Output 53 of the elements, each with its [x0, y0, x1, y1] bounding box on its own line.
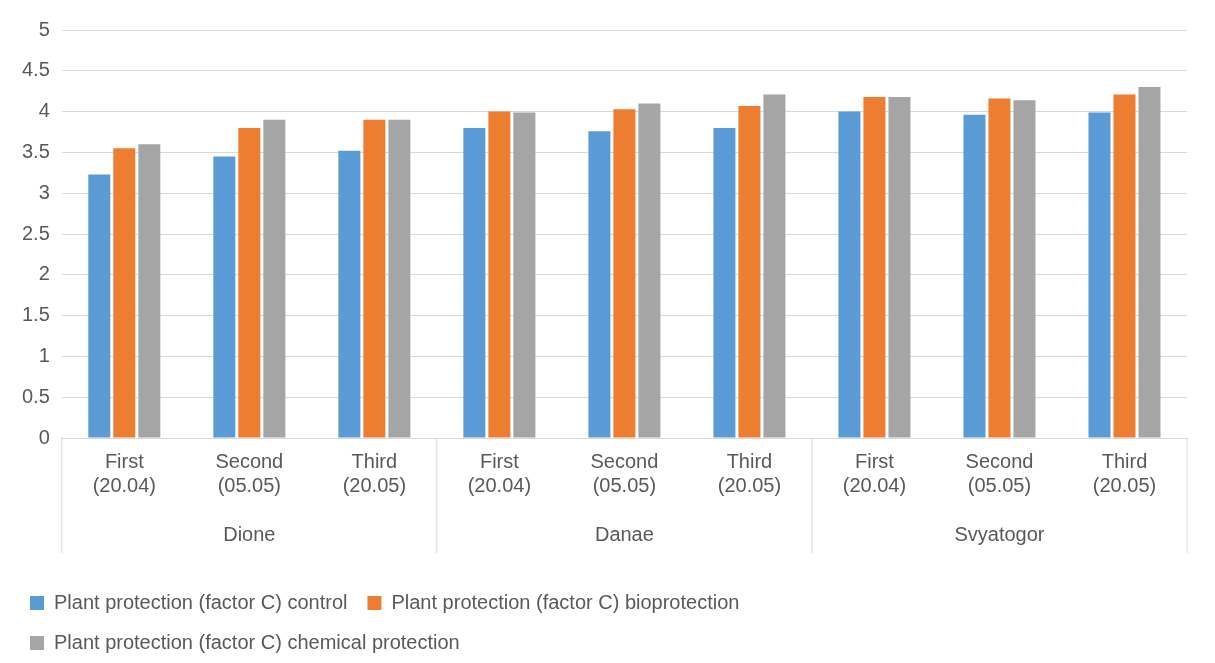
y-tick-label: 0	[38, 425, 50, 448]
bar	[263, 119, 286, 438]
bar	[963, 114, 986, 438]
bar	[738, 105, 761, 438]
bar	[513, 112, 536, 438]
text: Danae	[594, 522, 654, 545]
bar	[113, 148, 136, 438]
x-tick-label: Third (20.05)	[342, 449, 407, 496]
x-tick-label: Second (05.05)	[215, 449, 284, 496]
x-tick-label: Third (20.05)	[1092, 449, 1157, 496]
bar	[88, 174, 111, 438]
y-tick-label: 3.5	[21, 139, 50, 162]
bar	[463, 127, 486, 438]
bar	[488, 111, 511, 438]
bar	[838, 111, 861, 438]
bar	[638, 103, 661, 438]
legend-label: Plant protection (factor C) chemical protection	[54, 630, 460, 653]
x-tick-label: Third (20.05)	[717, 449, 782, 496]
y-tick-label: 2.5	[21, 221, 50, 244]
bar	[613, 109, 636, 438]
y-tick-label: 0.5	[21, 384, 50, 407]
x-tick-label: First (20.04)	[842, 449, 907, 496]
bar	[213, 156, 236, 438]
y-tick-label: 4	[38, 99, 50, 122]
y-tick-label: 5	[38, 17, 50, 40]
bar	[363, 119, 386, 438]
bar	[713, 127, 736, 438]
bar	[138, 144, 161, 438]
bar	[388, 119, 411, 438]
y-tick-label: 4.5	[21, 58, 50, 81]
y-tick-label: 2	[38, 262, 50, 285]
bar	[238, 127, 261, 438]
bar	[588, 131, 611, 438]
x-tick-label: Second (05.05)	[965, 449, 1034, 496]
bar	[763, 94, 786, 438]
bar	[1138, 87, 1161, 438]
bar	[988, 98, 1011, 438]
bar	[1088, 112, 1111, 438]
x-tick-label: First (20.04)	[92, 449, 156, 496]
text: Dione	[223, 522, 276, 545]
y-tick-label: 1	[38, 343, 50, 366]
y-tick-label: 1.5	[21, 303, 50, 326]
legend-label: Plant protection (factor C) bioprotection	[391, 590, 740, 613]
bar	[863, 96, 886, 438]
legend-label: Plant protection (factor C) control	[54, 590, 348, 613]
bar	[338, 150, 361, 438]
bar	[1113, 94, 1136, 438]
bar	[888, 96, 911, 438]
x-tick-label: Second (05.05)	[590, 449, 659, 496]
x-tick-label: First (20.04)	[467, 449, 532, 496]
y-tick-label: 3	[38, 180, 50, 203]
text: Svyatogor	[954, 522, 1045, 545]
bar	[1013, 100, 1036, 438]
